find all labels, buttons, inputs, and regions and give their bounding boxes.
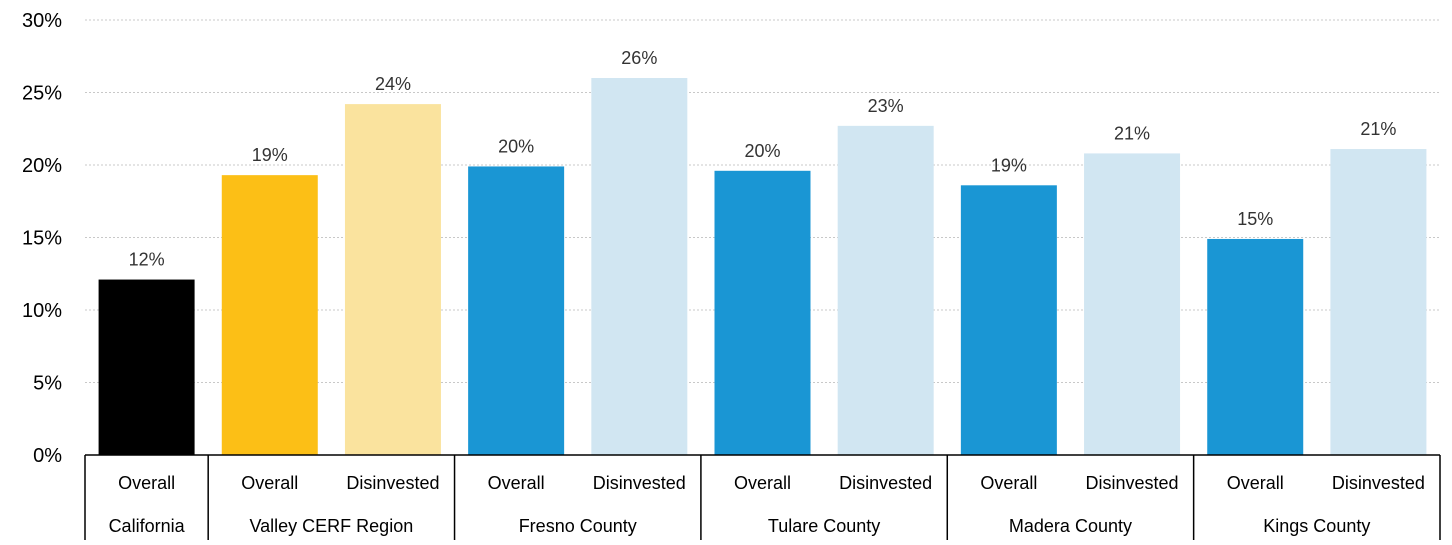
group-label: Kings County (1263, 516, 1370, 536)
bar (1330, 149, 1427, 456)
category-label: Disinvested (593, 473, 686, 493)
group-label: Valley CERF Region (249, 516, 413, 536)
y-tick-label: 0% (33, 445, 62, 467)
bar (344, 104, 441, 455)
y-tick-label: 25% (22, 83, 62, 105)
data-label: 20% (744, 141, 780, 161)
data-label: 21% (1360, 119, 1396, 139)
group-label: Tulare County (768, 516, 880, 536)
bar (837, 125, 934, 455)
y-tick-label: 20% (22, 155, 62, 177)
data-label: 20% (498, 136, 534, 156)
data-label: 21% (1114, 123, 1150, 143)
y-tick-label: 5% (33, 373, 62, 395)
data-label: 15% (1237, 209, 1273, 229)
group-label: California (109, 516, 186, 536)
bar (1084, 153, 1181, 455)
bar (960, 185, 1057, 456)
bar (98, 279, 195, 455)
category-label: Overall (1227, 473, 1284, 493)
bar (714, 170, 811, 456)
bar (468, 166, 565, 455)
bar (1207, 238, 1304, 455)
category-label: Disinvested (346, 473, 439, 493)
group-label: Fresno County (519, 516, 637, 536)
category-label: Overall (118, 473, 175, 493)
data-label: 12% (129, 250, 165, 270)
data-label: 23% (868, 96, 904, 116)
data-label: 19% (252, 145, 288, 165)
bar (591, 78, 688, 455)
data-label: 26% (621, 48, 657, 68)
bar (221, 175, 318, 455)
category-label: Overall (241, 473, 298, 493)
y-tick-label: 15% (22, 228, 62, 250)
group-label: Madera County (1009, 516, 1132, 536)
data-label: 19% (991, 155, 1027, 175)
category-label: Overall (488, 473, 545, 493)
category-label: Disinvested (1332, 473, 1425, 493)
category-label: Disinvested (1086, 473, 1179, 493)
category-label: Disinvested (839, 473, 932, 493)
category-label: Overall (980, 473, 1037, 493)
data-label: 24% (375, 74, 411, 94)
y-tick-label: 30% (22, 10, 62, 32)
category-label: Overall (734, 473, 791, 493)
y-tick-label: 10% (22, 300, 62, 322)
